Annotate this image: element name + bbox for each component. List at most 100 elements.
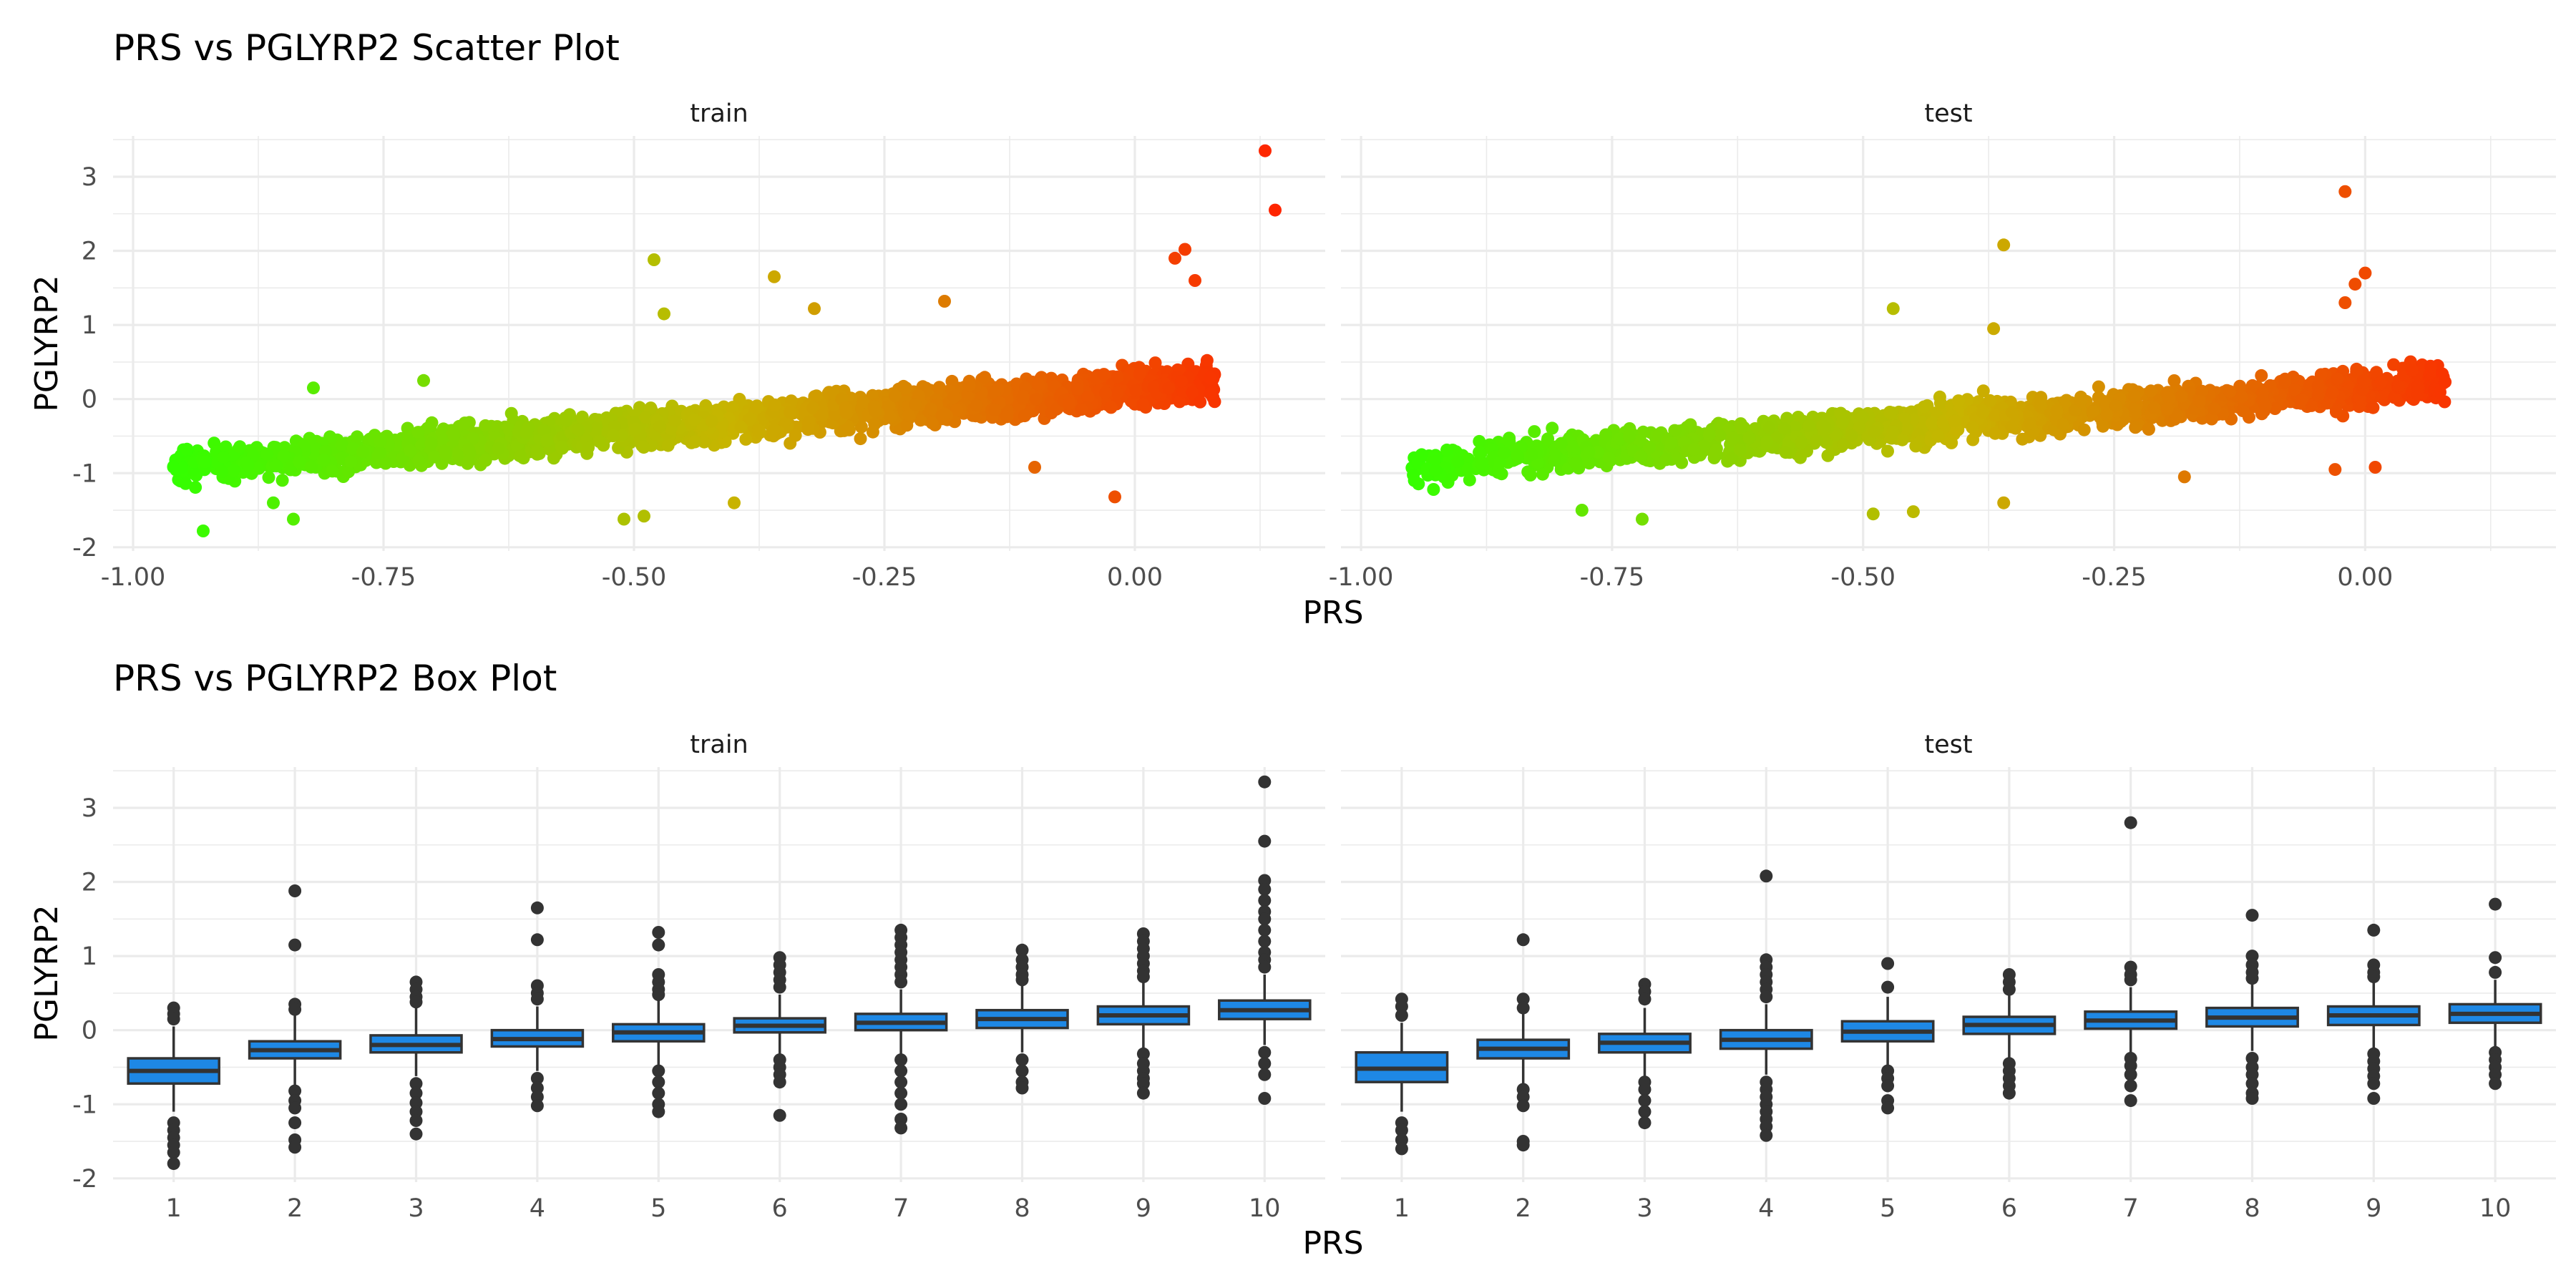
box-y-tick-label: 2 <box>82 869 97 897</box>
scatter-x-tick-label: 0.00 <box>2337 563 2393 592</box>
scatter-point <box>1108 490 1121 504</box>
scatter-x-tick-label: -0.25 <box>852 563 917 592</box>
scatter-point <box>356 445 369 459</box>
box-outlier-point <box>894 975 908 989</box>
box-outlier-point <box>409 1114 423 1127</box>
scatter-point <box>658 307 670 321</box>
box-outlier-point <box>530 901 544 914</box>
box-outlier-point <box>1015 1053 1029 1067</box>
scatter-point <box>1883 406 1896 419</box>
scatter-point <box>2434 386 2446 399</box>
box-outlier-point <box>1881 957 1895 970</box>
scatter-point <box>217 451 230 464</box>
scatter-point <box>1925 416 1938 430</box>
box-test-8 <box>2205 909 2299 1105</box>
box-outlier-point <box>288 1116 302 1130</box>
scatter-x-tick-label: -1.00 <box>1329 563 1394 592</box>
scatter-point <box>768 399 781 411</box>
scatter-point <box>2338 296 2352 309</box>
box-outlier-point <box>652 1086 665 1100</box>
scatter-point <box>277 449 291 462</box>
box-outlier-point <box>2367 1077 2381 1091</box>
scatter-point <box>936 409 949 421</box>
box-title: PRS vs PGLYRP2 Box Plot <box>113 658 557 699</box>
scatter-chart: PRS vs PGLYRP2 Scatter Plot train test -… <box>29 27 2556 631</box>
box-outlier-point <box>894 1075 908 1089</box>
scatter-point <box>726 401 739 415</box>
scatter-point <box>628 422 642 436</box>
scatter-y-tick-label: 0 <box>82 386 97 414</box>
scatter-point <box>2077 423 2091 436</box>
scatter-point <box>1788 420 1802 434</box>
scatter-point <box>326 464 339 478</box>
scatter-point <box>857 395 870 409</box>
scatter-point <box>1541 432 1555 446</box>
scatter-point <box>2195 384 2209 398</box>
scatter-point <box>1818 421 1832 434</box>
box-x-tick-label: 4 <box>530 1194 545 1223</box>
scatter-point <box>1987 322 2001 336</box>
scatter-point <box>555 440 568 454</box>
scatter-point <box>978 371 992 384</box>
scatter-point <box>1186 386 1199 399</box>
scatter-point <box>514 449 527 463</box>
scatter-y-tick-label: -1 <box>72 459 97 488</box>
box-test-5 <box>1840 957 1935 1115</box>
scatter-point <box>227 464 240 477</box>
box-outlier-point <box>2367 970 2381 984</box>
scatter-point <box>1204 371 1216 384</box>
box-outlier-point <box>894 1113 908 1126</box>
scatter-point <box>1898 412 1911 426</box>
box-train-7 <box>854 923 948 1135</box>
scatter-point <box>317 454 331 467</box>
box-outlier-point <box>1881 1101 1895 1115</box>
scatter-point <box>267 496 280 509</box>
box-outlier-point <box>1395 1000 1408 1013</box>
box-y-tick-label: 0 <box>82 1017 97 1045</box>
scatter-x-tick-label: -0.75 <box>351 563 416 592</box>
scatter-point <box>705 414 718 428</box>
box-x-tick-label: 5 <box>650 1194 666 1223</box>
box-outlier-point <box>288 1141 302 1154</box>
scatter-point <box>1569 457 1583 470</box>
box-x-tick-label: 9 <box>2366 1194 2381 1223</box>
scatter-point <box>1497 446 1511 459</box>
scatter-point <box>479 419 492 432</box>
scatter-point <box>1415 448 1428 462</box>
box-outlier-point <box>1136 1047 1150 1060</box>
box-x-tick-label: 10 <box>2479 1194 2512 1223</box>
box-strip-train: train <box>690 731 748 759</box>
box-outlier-point <box>894 1053 908 1067</box>
box-train-6 <box>733 951 826 1122</box>
scatter-point <box>1440 443 1453 457</box>
scatter-point <box>592 435 606 448</box>
scatter-point <box>1097 368 1111 381</box>
scatter-point <box>1554 436 1568 450</box>
scatter-point <box>1473 446 1486 459</box>
box-outlier-point <box>530 1072 544 1085</box>
scatter-point <box>2205 412 2218 426</box>
box-outlier-point <box>652 938 665 952</box>
scatter-point <box>950 403 964 416</box>
box-train-2 <box>248 884 342 1154</box>
box-outlier-point <box>530 1081 544 1095</box>
box-outlier-point <box>1258 912 1272 926</box>
scatter-point <box>1179 243 1191 256</box>
scatter-point <box>1451 455 1465 468</box>
scatter-point <box>1511 449 1524 463</box>
box-x-tick-label: 2 <box>287 1194 303 1223</box>
scatter-point <box>1461 462 1474 476</box>
box-x-tick-label: 6 <box>2001 1194 2017 1223</box>
scatter-point <box>1917 400 1931 414</box>
box-train-3 <box>369 975 463 1141</box>
box-outlier-point <box>652 1075 665 1089</box>
scatter-point <box>2023 416 2036 430</box>
scatter-point <box>215 465 228 478</box>
scatter-point <box>1779 446 1792 459</box>
scatter-point <box>1475 457 1488 471</box>
scatter-point <box>1810 434 1823 447</box>
scatter-point <box>167 460 180 474</box>
scatter-point <box>1697 439 1711 453</box>
scatter-point <box>839 401 852 414</box>
scatter-point <box>1837 437 1850 451</box>
